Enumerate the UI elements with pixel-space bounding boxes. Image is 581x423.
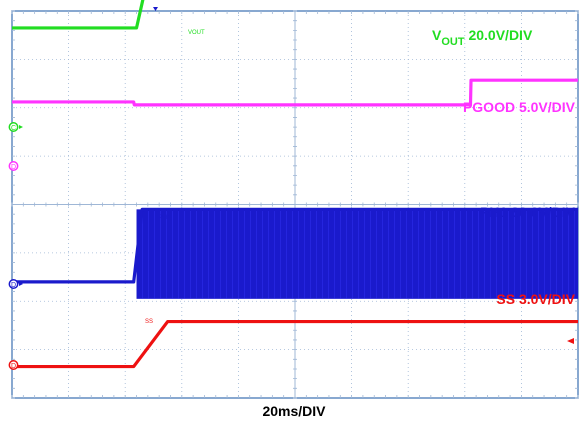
traces: [12, 0, 578, 369]
channel-label-pgood: PGOOD 5.0V/DIV: [463, 99, 576, 115]
channel-label-ph1: PH1 30.0V/DIV: [480, 204, 576, 220]
trace-ph1-line: [12, 207, 578, 284]
ground-marker-ss: D: [8, 360, 19, 370]
graticule: [11, 10, 579, 399]
ground-marker-pgood: D: [8, 161, 19, 171]
trace-vout-line: [12, 0, 145, 30]
trigger-position-marker-icon: [153, 7, 158, 11]
trigger-level-marker-icon: [567, 338, 574, 344]
trace-tag-vout: VOUT: [188, 30, 205, 36]
ground-marker-vout-letter: C: [11, 125, 16, 132]
vout-label-scale: 20.0V/DIV: [465, 27, 533, 43]
trace-ss-line: [12, 319, 578, 369]
time-scale-label: 20ms/DIV: [262, 403, 326, 419]
trace-ss: [12, 319, 578, 369]
channel-label-ss: SS 3.0V/DIV: [496, 291, 575, 307]
trace-tag-ph1: PH1: [159, 215, 171, 221]
trace-pgood: [12, 78, 578, 107]
trace-tag-ss: SS: [145, 319, 153, 325]
ground-marker-vout: C: [8, 122, 23, 132]
graticule-ticks: [11, 10, 579, 399]
vout-label-sub: OUT: [441, 36, 465, 48]
ground-marker-ss-letter: D: [11, 363, 16, 370]
ground-marker-ph1-letter: D: [11, 282, 16, 289]
trace-ph1-switching-band: [136, 209, 578, 299]
channel-label-vout: VOUT 20.0V/DIV: [432, 27, 533, 48]
vout-label-main: V: [432, 27, 442, 43]
svg-text:VOUT 20.0V/DIV: VOUT 20.0V/DIV: [432, 27, 533, 48]
ground-marker-pgood-letter: D: [11, 164, 16, 171]
trace-pgood-line: [12, 78, 578, 107]
trace-vout: [12, 0, 145, 30]
trace-ph1: [12, 207, 578, 299]
ground-marker-ph1: D: [8, 279, 23, 289]
